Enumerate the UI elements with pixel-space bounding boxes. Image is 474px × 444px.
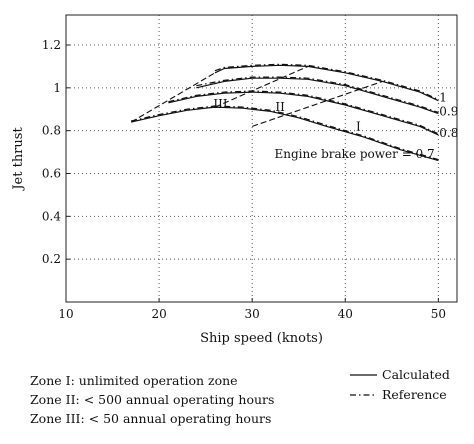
annotation-label: II (275, 100, 285, 114)
x-tick-label: 40 (338, 307, 353, 321)
zone-boundary-line (252, 80, 383, 127)
y-axis-label: Jet thrust (11, 127, 26, 192)
annotation-label: III (213, 97, 227, 111)
y-tick-label: 1.2 (42, 38, 61, 52)
x-tick-label: 20 (151, 307, 166, 321)
y-tick-label: 0.6 (42, 166, 61, 180)
annotation-label: I (356, 119, 361, 133)
x-tick-label: 50 (431, 307, 446, 321)
y-tick-label: 1 (53, 81, 61, 95)
x-tick-label: 30 (245, 307, 260, 321)
reference-curve-0-8 (168, 90, 439, 135)
ticks: 10 20 30 40 50 0.2 0.4 0.6 0.8 1 1.2 (42, 38, 446, 321)
zone-iii-text: Zone III: < 50 annual operating hours (30, 411, 272, 426)
annotation-label: 1 (439, 90, 447, 104)
zone-i-text: Zone I: unlimited operation zone (30, 373, 238, 388)
reference-curve-1 (214, 63, 439, 101)
annotation-label: Engine brake power = 0.7 (274, 147, 434, 161)
zone-boundary-line (214, 65, 309, 108)
plot-frame (65, 14, 458, 303)
calculated-curve-0-9 (196, 77, 439, 115)
curves (130, 63, 439, 162)
y-tick-label: 0.4 (42, 209, 61, 223)
y-tick-label: 0.8 (42, 124, 61, 138)
zone-boundary-line (130, 72, 216, 123)
zone-ii-text: Zone II: < 500 annual operating hours (30, 392, 275, 407)
calculated-curve-0-8 (168, 91, 439, 136)
reference-curve-0-9 (196, 76, 439, 114)
legend (350, 374, 377, 396)
x-axis-label: Ship speed (knots) (200, 331, 323, 346)
legend-label-calculated: Calculated (382, 367, 450, 382)
x-tick-label: 10 (58, 307, 73, 321)
annotation-label: 0.9 (439, 104, 458, 118)
annotation-label: 0.8 (439, 126, 458, 140)
calculated-curve-0-7 (131, 106, 439, 162)
legend-label-reference: Reference (382, 387, 447, 402)
y-tick-label: 0.2 (42, 252, 61, 266)
